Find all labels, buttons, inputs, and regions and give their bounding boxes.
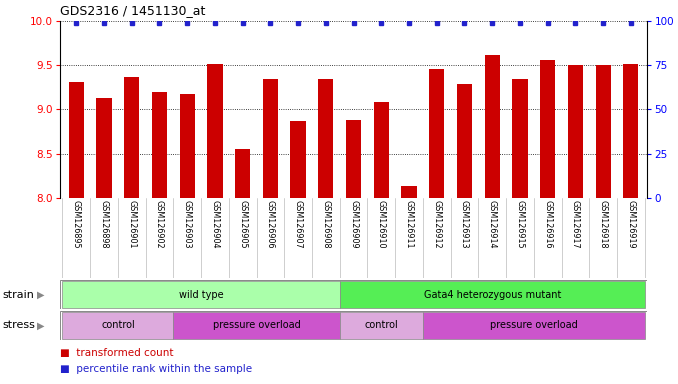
Text: control: control (101, 320, 135, 331)
Text: control: control (365, 320, 398, 331)
Bar (174, 312, 340, 339)
Text: GSM126902: GSM126902 (155, 200, 164, 249)
Text: GSM126904: GSM126904 (210, 200, 220, 249)
Text: GSM126905: GSM126905 (238, 200, 247, 249)
Bar (595, 65, 611, 198)
Text: pressure overload: pressure overload (490, 320, 578, 331)
Bar (340, 312, 423, 339)
Bar (340, 281, 645, 308)
Text: GDS2316 / 1451130_at: GDS2316 / 1451130_at (60, 4, 205, 17)
Bar (68, 82, 84, 198)
Text: Gata4 heterozygous mutant: Gata4 heterozygous mutant (424, 290, 561, 300)
Bar (60, 280, 647, 309)
Bar (457, 84, 472, 198)
Text: GSM126911: GSM126911 (405, 200, 414, 249)
Text: GSM126910: GSM126910 (377, 200, 386, 249)
Text: GSM126913: GSM126913 (460, 200, 469, 249)
Text: GSM126914: GSM126914 (487, 200, 497, 249)
Bar (540, 60, 555, 198)
Bar (623, 65, 639, 198)
Bar (290, 121, 306, 198)
Text: GSM126895: GSM126895 (72, 200, 81, 249)
Text: GSM126915: GSM126915 (515, 200, 525, 249)
Text: GSM126916: GSM126916 (543, 200, 552, 249)
Bar (152, 92, 167, 198)
Text: ▶: ▶ (37, 290, 45, 300)
Bar (124, 77, 140, 198)
Text: GSM126906: GSM126906 (266, 200, 275, 249)
Bar (374, 103, 389, 198)
Bar (318, 79, 334, 198)
Bar (62, 281, 340, 308)
Text: stress: stress (3, 320, 35, 331)
Bar (513, 79, 527, 198)
Text: GSM126917: GSM126917 (571, 200, 580, 249)
Bar (429, 69, 444, 198)
Bar (401, 186, 417, 198)
Text: GSM126918: GSM126918 (599, 200, 607, 249)
Bar (207, 65, 222, 198)
Bar (567, 65, 583, 198)
Bar (423, 312, 645, 339)
Text: ■  percentile rank within the sample: ■ percentile rank within the sample (60, 364, 252, 374)
Text: GSM126907: GSM126907 (294, 200, 302, 249)
Bar (62, 312, 174, 339)
Text: wild type: wild type (179, 290, 223, 300)
Bar (346, 120, 361, 198)
Bar (235, 149, 250, 198)
Text: GSM126903: GSM126903 (182, 200, 192, 249)
Text: GSM126919: GSM126919 (626, 200, 635, 249)
Text: pressure overload: pressure overload (213, 320, 300, 331)
Bar (263, 79, 278, 198)
Text: strain: strain (3, 290, 35, 300)
Bar (485, 55, 500, 198)
Bar (96, 98, 112, 198)
Bar (60, 311, 647, 340)
Text: GSM126909: GSM126909 (349, 200, 358, 249)
Text: ■  transformed count: ■ transformed count (60, 348, 173, 358)
Text: GSM126912: GSM126912 (433, 200, 441, 249)
Bar (180, 94, 195, 198)
Text: GSM126898: GSM126898 (100, 200, 108, 249)
Text: ▶: ▶ (37, 320, 45, 331)
Text: GSM126901: GSM126901 (127, 200, 136, 249)
Text: GSM126908: GSM126908 (321, 200, 330, 249)
